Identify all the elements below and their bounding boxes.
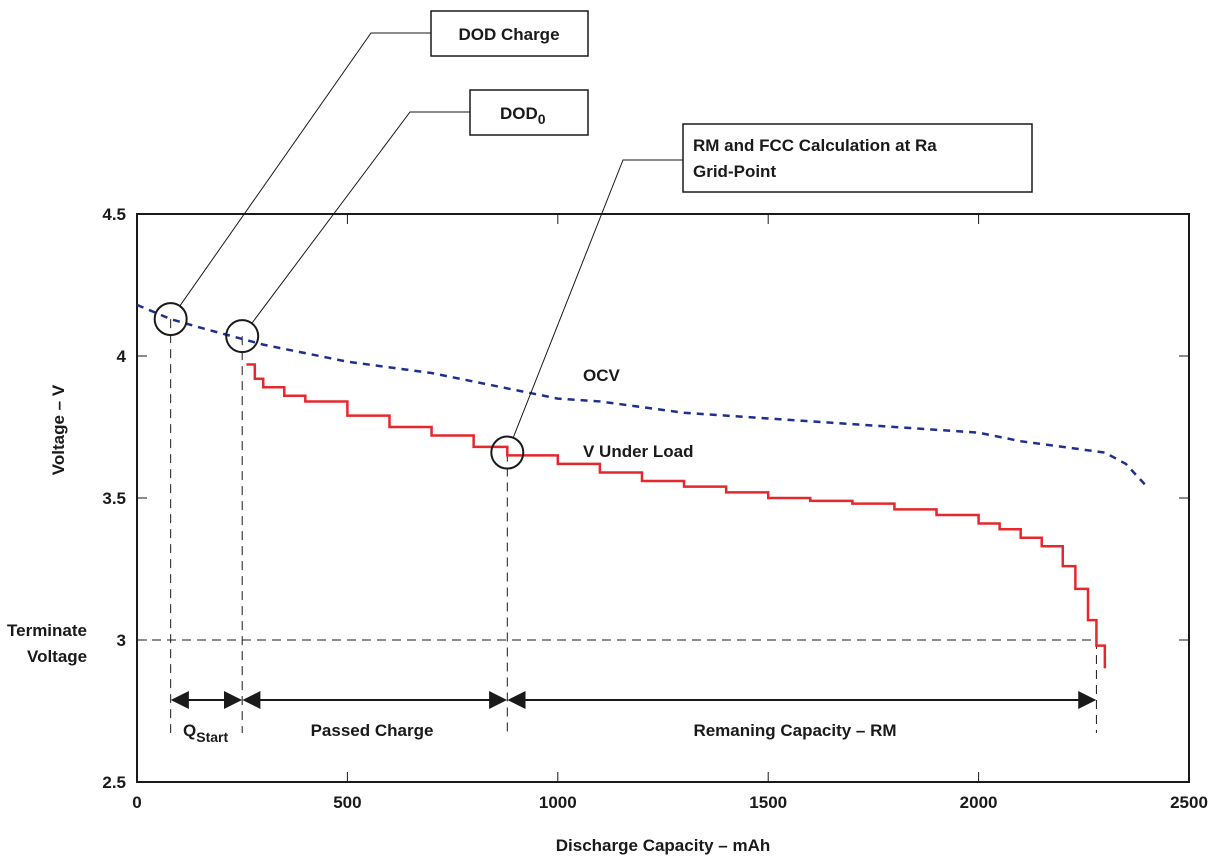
callout-circle-dod-charge xyxy=(153,302,188,337)
callout-dod0-sub: 0 xyxy=(538,111,546,127)
y-tick-label: 3.5 xyxy=(102,489,126,508)
callout-circle-ra-point xyxy=(490,435,525,470)
ocv-line xyxy=(136,303,1148,488)
x-tick-label: 1500 xyxy=(749,793,787,812)
terminate-label-line2: Voltage xyxy=(27,647,87,666)
callout-leader-dod-charge xyxy=(179,32,431,307)
callout-dod-charge: DOD Charge xyxy=(458,25,559,44)
x-tick-label: 2000 xyxy=(960,793,998,812)
callout-box-dod-charge xyxy=(430,10,589,57)
remaining-capacity-label: Remaning Capacity – RM xyxy=(693,721,896,740)
terminate-label-line1: Terminate xyxy=(7,621,87,640)
q-start-label: QStart xyxy=(183,721,228,745)
y-tick-label: 3 xyxy=(117,631,126,650)
series-layer xyxy=(136,303,1148,669)
passed-charge-label: Passed Charge xyxy=(311,721,434,740)
x-tick-label: 500 xyxy=(333,793,361,812)
callout-ra-line2: Grid-Point xyxy=(693,162,776,181)
x-tick-label: 1000 xyxy=(539,793,577,812)
callout-leader-ra-point xyxy=(512,159,683,438)
q-start-main: Q xyxy=(183,721,196,740)
x-tick-label: 2500 xyxy=(1170,793,1208,812)
callout-box-ra-point xyxy=(682,123,1033,193)
load-voltage-line xyxy=(246,363,1107,669)
y-tick-labels: 2.5 3 3.5 4 4.5 xyxy=(102,205,126,792)
callout-dod0: DOD0 xyxy=(500,104,546,127)
ocv-label: OCV xyxy=(583,366,621,385)
load-label: V Under Load xyxy=(583,442,694,461)
y-axis-title: Voltage – V xyxy=(49,384,68,475)
y-tick-label: 4 xyxy=(117,347,127,366)
callout-circle-dod0 xyxy=(225,319,260,354)
callout-dod0-main: DOD xyxy=(500,104,538,123)
axis-ticks xyxy=(137,214,1189,782)
plot-frame xyxy=(136,213,1190,783)
callout-leader-dod0 xyxy=(251,111,470,324)
callout-circles xyxy=(153,32,683,470)
x-tick-label: 0 xyxy=(132,793,141,812)
x-axis-title: Discharge Capacity – mAh xyxy=(556,836,770,855)
callout-box-dod0 xyxy=(469,89,589,136)
x-tick-labels: 0 500 1000 1500 2000 2500 xyxy=(132,793,1208,812)
callout-ra-line1: RM and FCC Calculation at Ra xyxy=(693,136,937,155)
q-start-sub: Start xyxy=(196,729,228,745)
y-tick-label: 4.5 xyxy=(102,205,126,224)
reference-lines xyxy=(137,319,1097,733)
y-tick-label: 2.5 xyxy=(102,773,126,792)
